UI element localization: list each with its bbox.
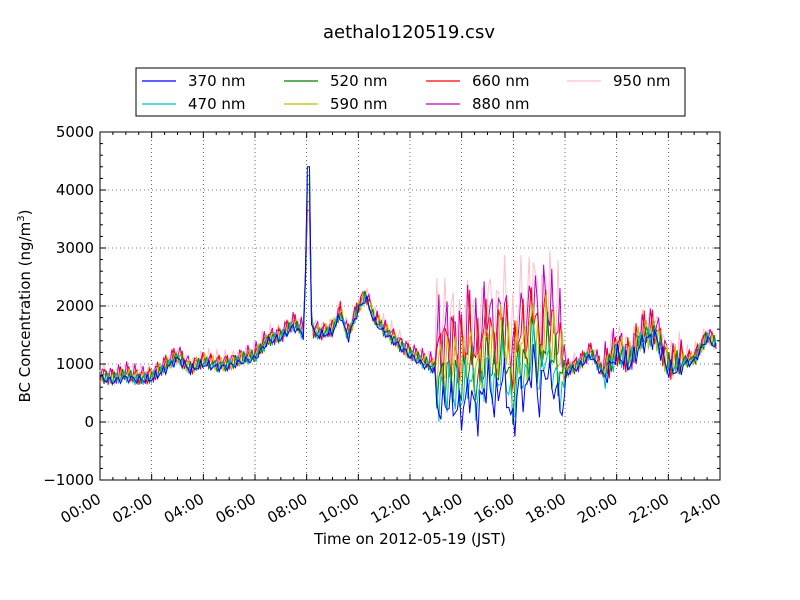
x-tick-label: 10:00 [316,490,362,527]
x-tick-label: 14:00 [419,490,465,527]
y-tick-label: 3000 [56,239,94,257]
legend-label: 660 nm [472,72,530,90]
x-tick-label: 04:00 [161,490,207,527]
x-tick-label: 02:00 [109,490,155,527]
legend-label: 470 nm [188,95,246,113]
x-tick-label: 12:00 [368,490,414,527]
y-axis-label: BC Concentration (ng/m3) [16,210,34,403]
y-tick-label: 2000 [56,297,94,315]
y-tick-label: 5000 [56,123,94,141]
series-line-520-nm [99,183,717,425]
y-axis-label-main: BC Concentration (ng/m [16,222,34,403]
legend-label: 880 nm [472,95,530,113]
y-axis-label-close: ) [16,210,34,216]
y-tick-label: 1000 [56,355,94,373]
y-axis: −1000 0 1000 2000 3000 4000 5000 [43,123,720,489]
legend-label: 520 nm [330,72,388,90]
x-tick-label: 06:00 [213,490,259,527]
x-tick-label: 08:00 [264,490,310,527]
grid [100,132,720,480]
series-lines [99,166,717,437]
series-line-370-nm [99,166,717,437]
x-tick-label: 18:00 [523,490,569,527]
plot-area: −1000 0 1000 2000 3000 4000 5000 00:00 02:00 04:… [43,123,724,527]
legend: 370 nm 470 nm 520 nm 590 nm 660 nm 880 nm 950 … [135,67,686,117]
legend-box [135,67,686,117]
x-tick-label: 16:00 [471,490,517,527]
legend-label: 590 nm [330,95,388,113]
legend-label: 950 nm [613,72,671,90]
y-tick-label: 4000 [56,181,94,199]
y-axis-label-sup: 3 [16,215,27,221]
x-tick-label: 22:00 [626,490,672,527]
x-axis-label: Time on 2012-05-19 (JST) [313,530,506,548]
y-tick-label: −1000 [43,471,94,489]
x-tick-label: 24:00 [678,490,724,527]
legend-label: 370 nm [188,72,246,90]
y-tick-label: 0 [84,413,94,431]
chart-title: aethalo120519.csv [323,22,495,43]
x-tick-label: 20:00 [574,490,620,527]
x-tick-label: 00:00 [58,490,104,527]
